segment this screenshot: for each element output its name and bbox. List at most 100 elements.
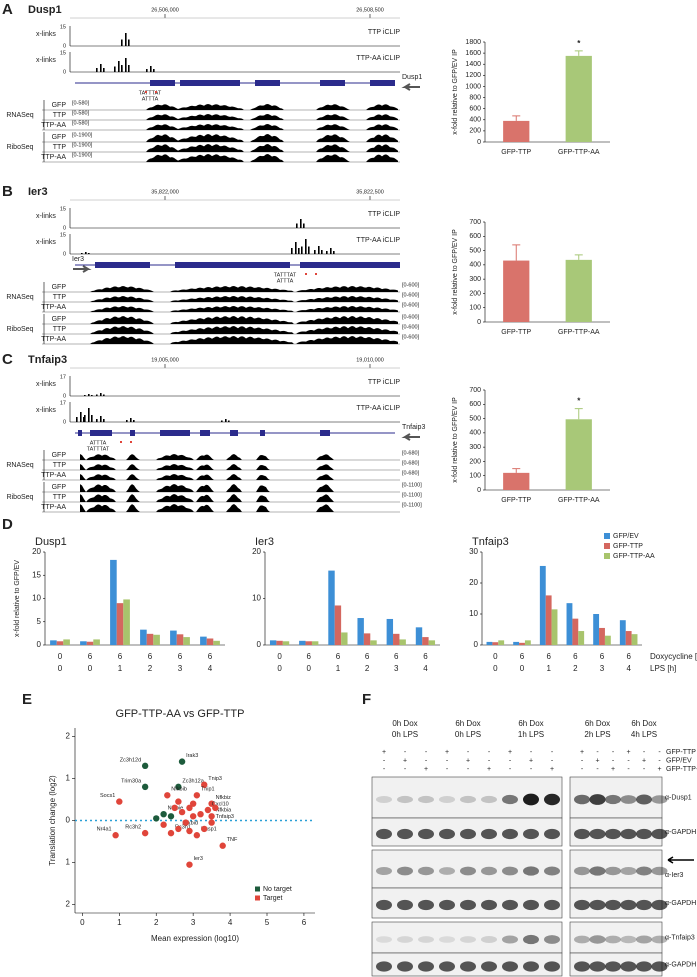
motif-mark bbox=[120, 441, 122, 443]
point bbox=[201, 781, 208, 788]
y-tick-label: 200 bbox=[469, 128, 481, 135]
band bbox=[460, 866, 476, 876]
legend-swatch bbox=[604, 533, 610, 539]
track-range: [0-1900] bbox=[72, 142, 93, 148]
clip-name: TTP iCLIP bbox=[368, 211, 400, 218]
bar bbox=[539, 565, 546, 645]
condition-label: 4h LPS bbox=[631, 730, 657, 739]
motif-mark bbox=[155, 91, 157, 93]
lane-mark: + bbox=[529, 757, 533, 764]
track-name: GFP bbox=[52, 284, 67, 291]
y-tick-label: 100 bbox=[469, 473, 481, 480]
condition-label: 6h Dox bbox=[585, 719, 610, 728]
point bbox=[160, 821, 167, 828]
xlink-peak bbox=[83, 417, 85, 422]
x-tick-label: 3 bbox=[191, 918, 196, 927]
y-tick-label: 15 bbox=[32, 570, 41, 579]
point bbox=[175, 798, 182, 805]
xlink-peak bbox=[76, 417, 78, 422]
x-tick-label: GFP-TTP-AA bbox=[558, 329, 600, 336]
lane-mark: + bbox=[580, 749, 584, 756]
track-name: TTP bbox=[53, 144, 67, 151]
y-tick-label: 1000 bbox=[465, 83, 481, 90]
xlink-peak bbox=[91, 395, 93, 396]
x-tick-label: 4 bbox=[423, 664, 428, 673]
lane-mark: + bbox=[595, 757, 599, 764]
lane-mark: - bbox=[530, 749, 533, 756]
lane-mark: - bbox=[643, 749, 646, 756]
bar bbox=[110, 559, 117, 645]
bar bbox=[551, 609, 558, 645]
track-range: [0-1100] bbox=[402, 502, 422, 508]
point bbox=[175, 825, 182, 833]
lane-mark: - bbox=[627, 757, 630, 764]
coverage bbox=[80, 114, 398, 120]
clip-name: TTP iCLIP bbox=[368, 379, 400, 386]
xlink-peak bbox=[96, 68, 98, 72]
x-tick-label: 4 bbox=[228, 918, 233, 927]
y-tick-label: 0 bbox=[474, 640, 479, 649]
y-tick-label: 0 bbox=[477, 487, 481, 494]
clip-name: TTP-AA iCLIP bbox=[356, 237, 400, 244]
exon bbox=[160, 430, 190, 436]
coverage bbox=[80, 124, 398, 130]
legend-label: No target bbox=[263, 886, 292, 893]
legend-label: Target bbox=[263, 895, 283, 902]
xlink-peak bbox=[296, 223, 298, 228]
gene-name: Ier3 bbox=[28, 186, 48, 198]
xlink-peak bbox=[146, 69, 148, 72]
bar bbox=[498, 640, 505, 645]
group-name: RiboSeq bbox=[7, 144, 34, 151]
point bbox=[201, 825, 208, 833]
coverage bbox=[80, 134, 398, 142]
panel-letter: C bbox=[2, 351, 13, 368]
point bbox=[178, 808, 186, 816]
lane-mark: - bbox=[383, 757, 386, 764]
band bbox=[605, 899, 621, 911]
track-name: GFP bbox=[52, 484, 67, 491]
band bbox=[376, 828, 392, 840]
lane-mark: - bbox=[551, 749, 554, 756]
x-tick-label: 4 bbox=[626, 664, 631, 673]
point bbox=[167, 829, 175, 837]
lane-mark: - bbox=[612, 757, 615, 764]
exon bbox=[90, 430, 112, 436]
band bbox=[636, 828, 652, 840]
band bbox=[481, 899, 497, 911]
lane-mark: + bbox=[466, 757, 470, 764]
lane-mark: + bbox=[445, 749, 449, 756]
bar bbox=[599, 627, 605, 645]
xlink-peak bbox=[305, 239, 307, 254]
point bbox=[153, 815, 160, 822]
point-label: TNF bbox=[227, 837, 238, 843]
track-range: [0-600] bbox=[402, 314, 420, 320]
bar bbox=[305, 641, 312, 645]
lane-mark: - bbox=[658, 757, 661, 764]
condition-label: 1h LPS bbox=[518, 730, 544, 739]
motif: ATTTA bbox=[142, 96, 159, 102]
y-tick-label: 2 bbox=[66, 900, 71, 909]
y-tick-label: 500 bbox=[469, 415, 481, 422]
bar bbox=[566, 603, 573, 645]
bar bbox=[625, 631, 632, 645]
y-tick-label: 600 bbox=[469, 233, 481, 240]
point bbox=[112, 832, 119, 839]
x-tick-label: 1 bbox=[117, 918, 122, 927]
bar bbox=[393, 633, 400, 645]
y-tick-label: 300 bbox=[469, 276, 481, 283]
clip-axis-label: x-links bbox=[36, 381, 56, 388]
chart-title: GFP-TTP-AA vs GFP-TTP bbox=[116, 708, 245, 720]
x-tick-label: 0 bbox=[58, 652, 63, 661]
y-axis-label: x-fold relative to GFP/EV IP bbox=[452, 229, 459, 315]
group-name: RNASeq bbox=[6, 462, 33, 469]
motif-mark bbox=[315, 273, 317, 275]
point-label: Irak3 bbox=[186, 753, 198, 759]
band bbox=[544, 793, 560, 806]
point bbox=[160, 810, 167, 818]
y-tick-label: 1600 bbox=[465, 50, 481, 57]
clip-min: 0 bbox=[63, 419, 66, 425]
point-label: Dusp1 bbox=[201, 827, 217, 833]
band bbox=[439, 961, 455, 972]
x-tick-label: 0 bbox=[88, 664, 93, 673]
coordinate: 19,010,000 bbox=[356, 357, 384, 363]
